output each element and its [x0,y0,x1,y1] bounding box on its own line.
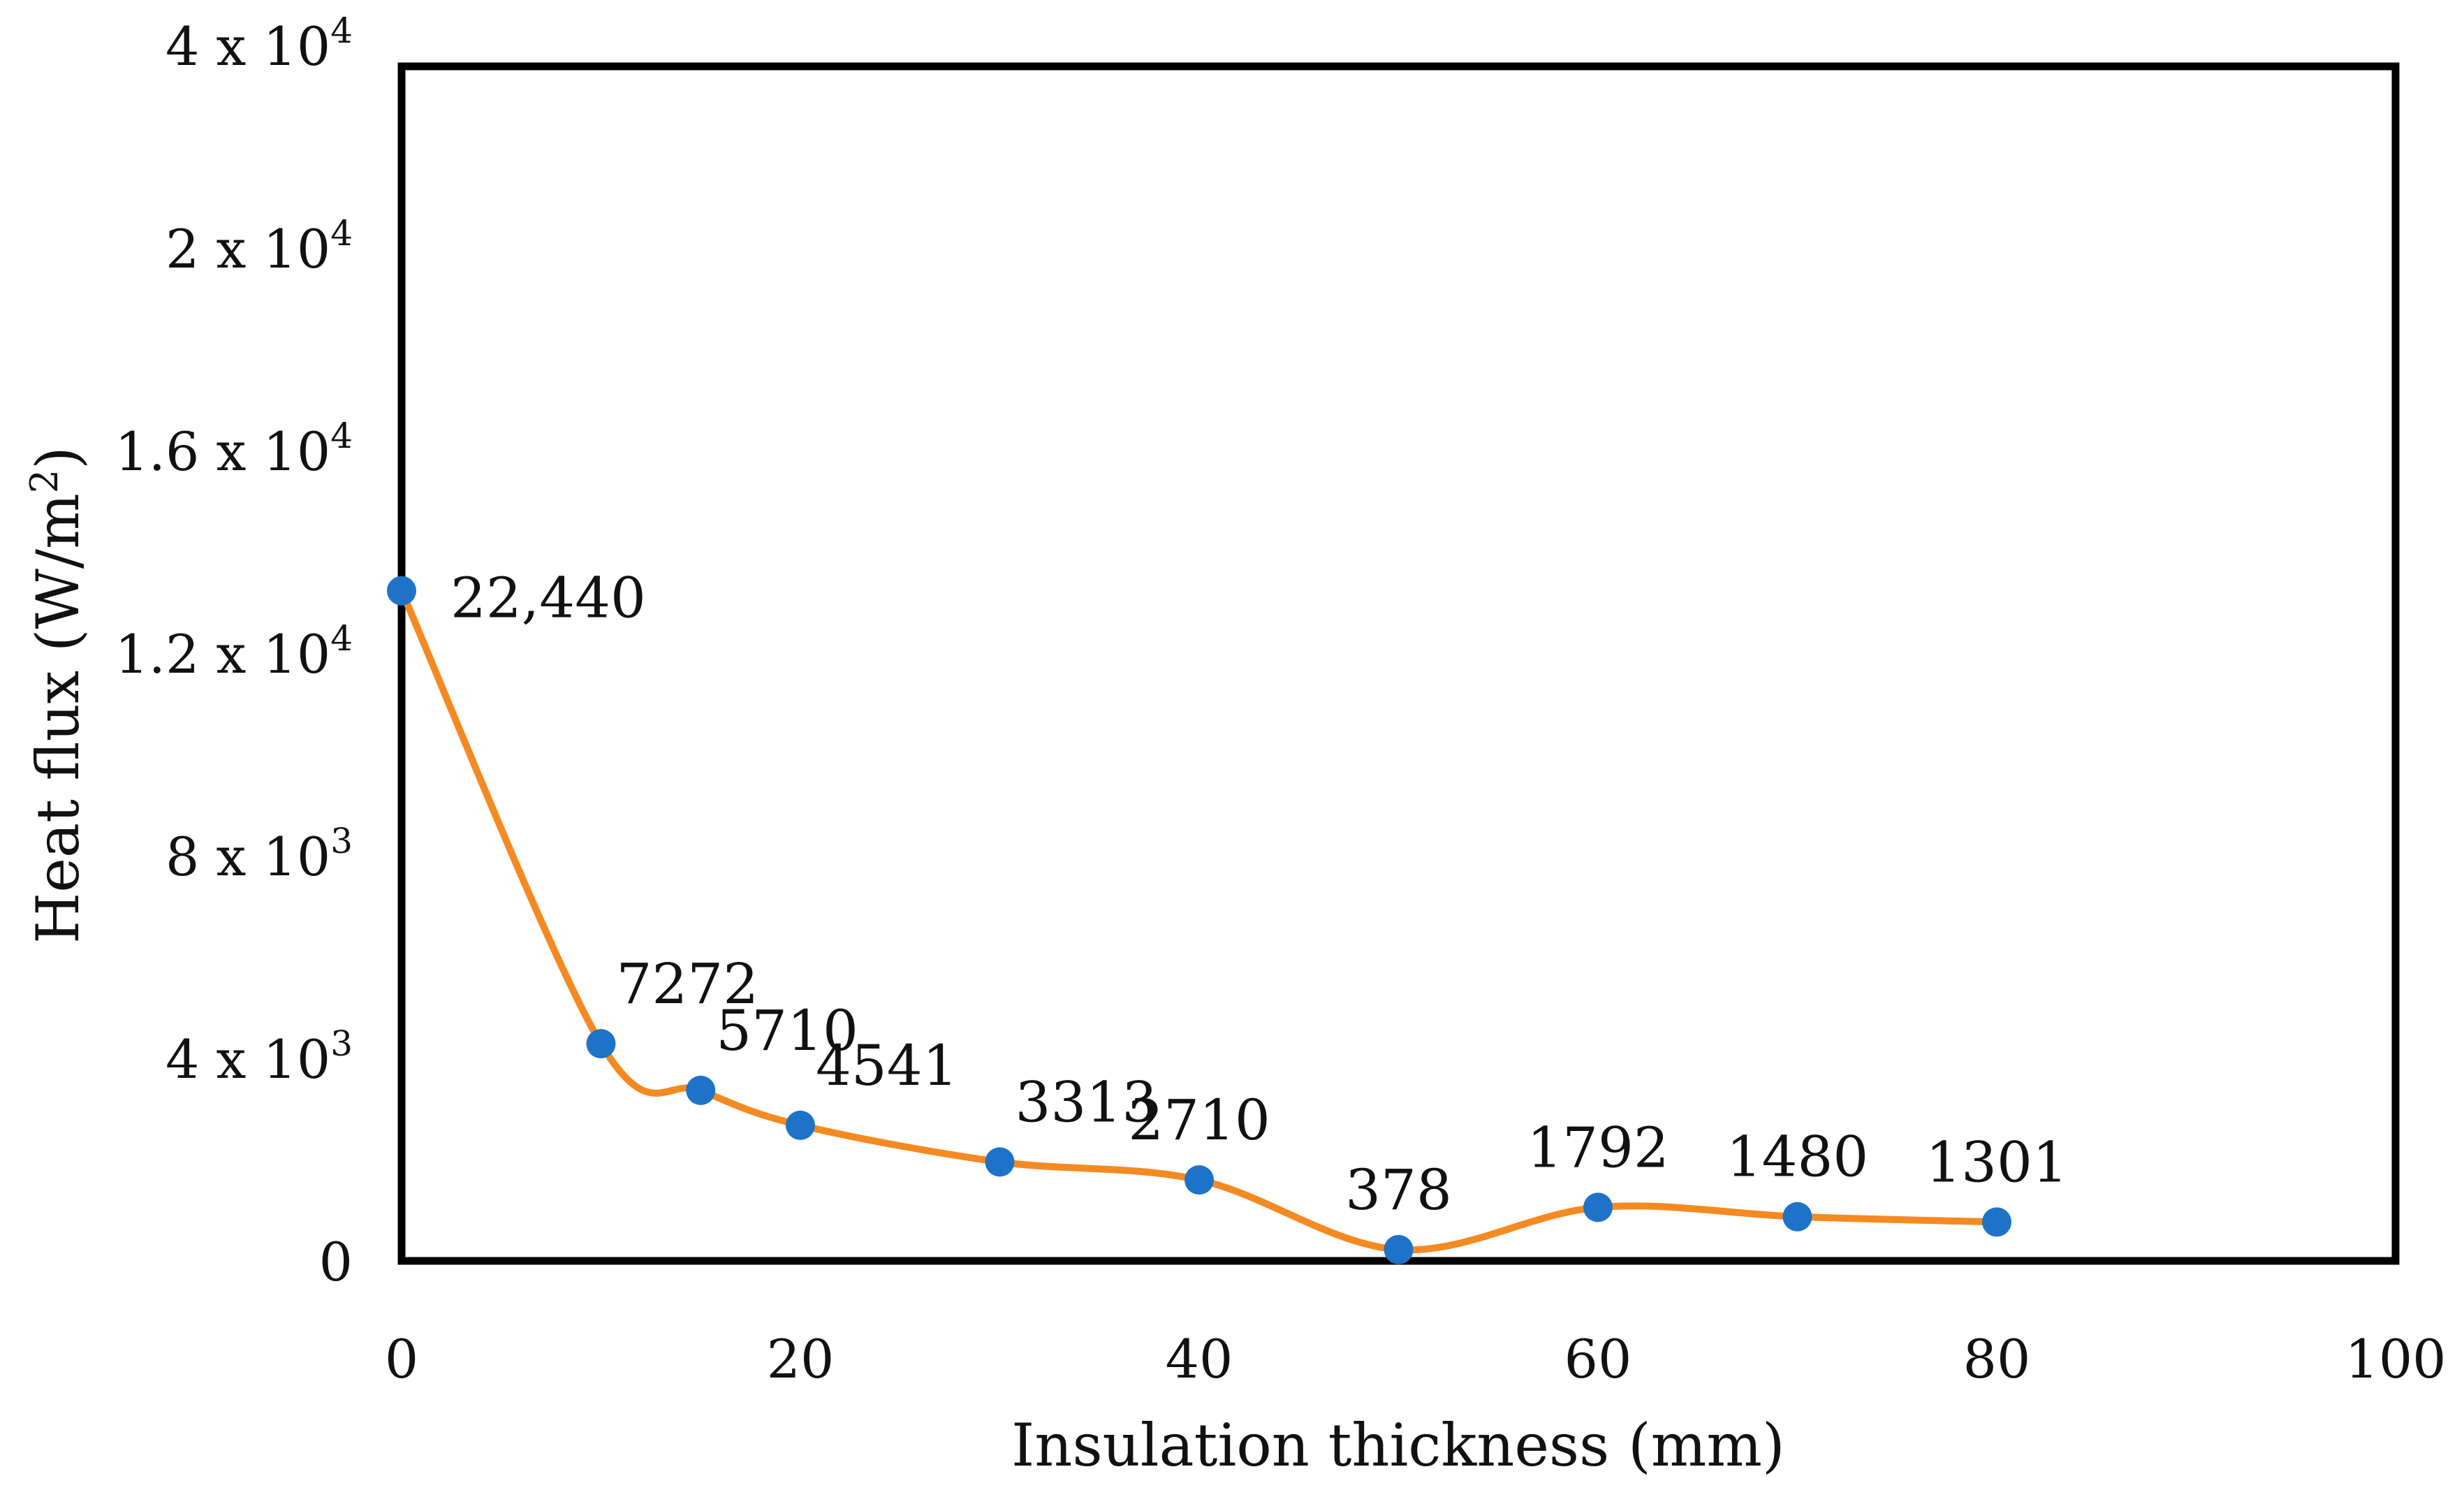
data-point-marker [686,1075,716,1105]
data-markers [387,576,2011,1264]
data-label: 5710 [716,998,858,1063]
data-label: 378 [1345,1158,1452,1222]
y-axis-title-close: ) [24,446,92,469]
data-label: 3313 [1015,1069,1158,1134]
y-tick-label: 2 x 104 [166,213,353,280]
data-point-marker [1782,1202,1812,1232]
data-label: 7272 [617,951,759,1016]
y-axis-title-main: Heat flux (W/m [24,493,92,944]
data-point-marker [387,576,416,606]
x-axis-ticks: 0 20 40 60 80 100 [385,1328,2447,1390]
y-tick-label: 8 x 103 [166,821,353,888]
y-tick-label: 4 x 103 [166,1023,353,1090]
data-point-marker [1583,1192,1613,1222]
data-label: 22,440 [450,566,646,631]
x-tick-label: 100 [2345,1328,2446,1390]
x-tick-label: 80 [1963,1328,2031,1390]
data-point-marker [1982,1207,2011,1237]
y-axis-ticks: 0 4 x 103 8 x 103 1.2 x 104 1.6 x 104 2 x 104… [115,10,353,1293]
x-axis-title: Insulation thickness (mm) [1011,1411,1785,1480]
data-label: 1301 [1926,1130,2068,1195]
data-point-marker [586,1029,616,1059]
data-point-marker [786,1110,815,1140]
x-tick-label: 40 [1166,1328,1233,1390]
data-point-marker [1384,1234,1414,1264]
x-tick-label: 60 [1564,1328,1632,1390]
y-tick-label: 0 [319,1231,353,1293]
data-point-marker [985,1147,1015,1177]
y-tick-label: 1.6 x 104 [115,416,353,483]
data-label: 4541 [816,1033,958,1098]
data-label: 2710 [1128,1088,1270,1153]
x-tick-label: 20 [767,1328,835,1390]
data-label: 1792 [1527,1115,1669,1180]
y-tick-label: 4 x 104 [166,10,353,78]
y-axis-title-superscript: 2 [22,469,66,493]
data-point-marker [1185,1165,1214,1195]
x-tick-label: 0 [385,1328,418,1390]
data-label: 1480 [1726,1125,1869,1190]
y-tick-label: 1.2 x 104 [115,618,353,685]
y-axis-title: Heat flux (W/m2) [22,446,92,944]
